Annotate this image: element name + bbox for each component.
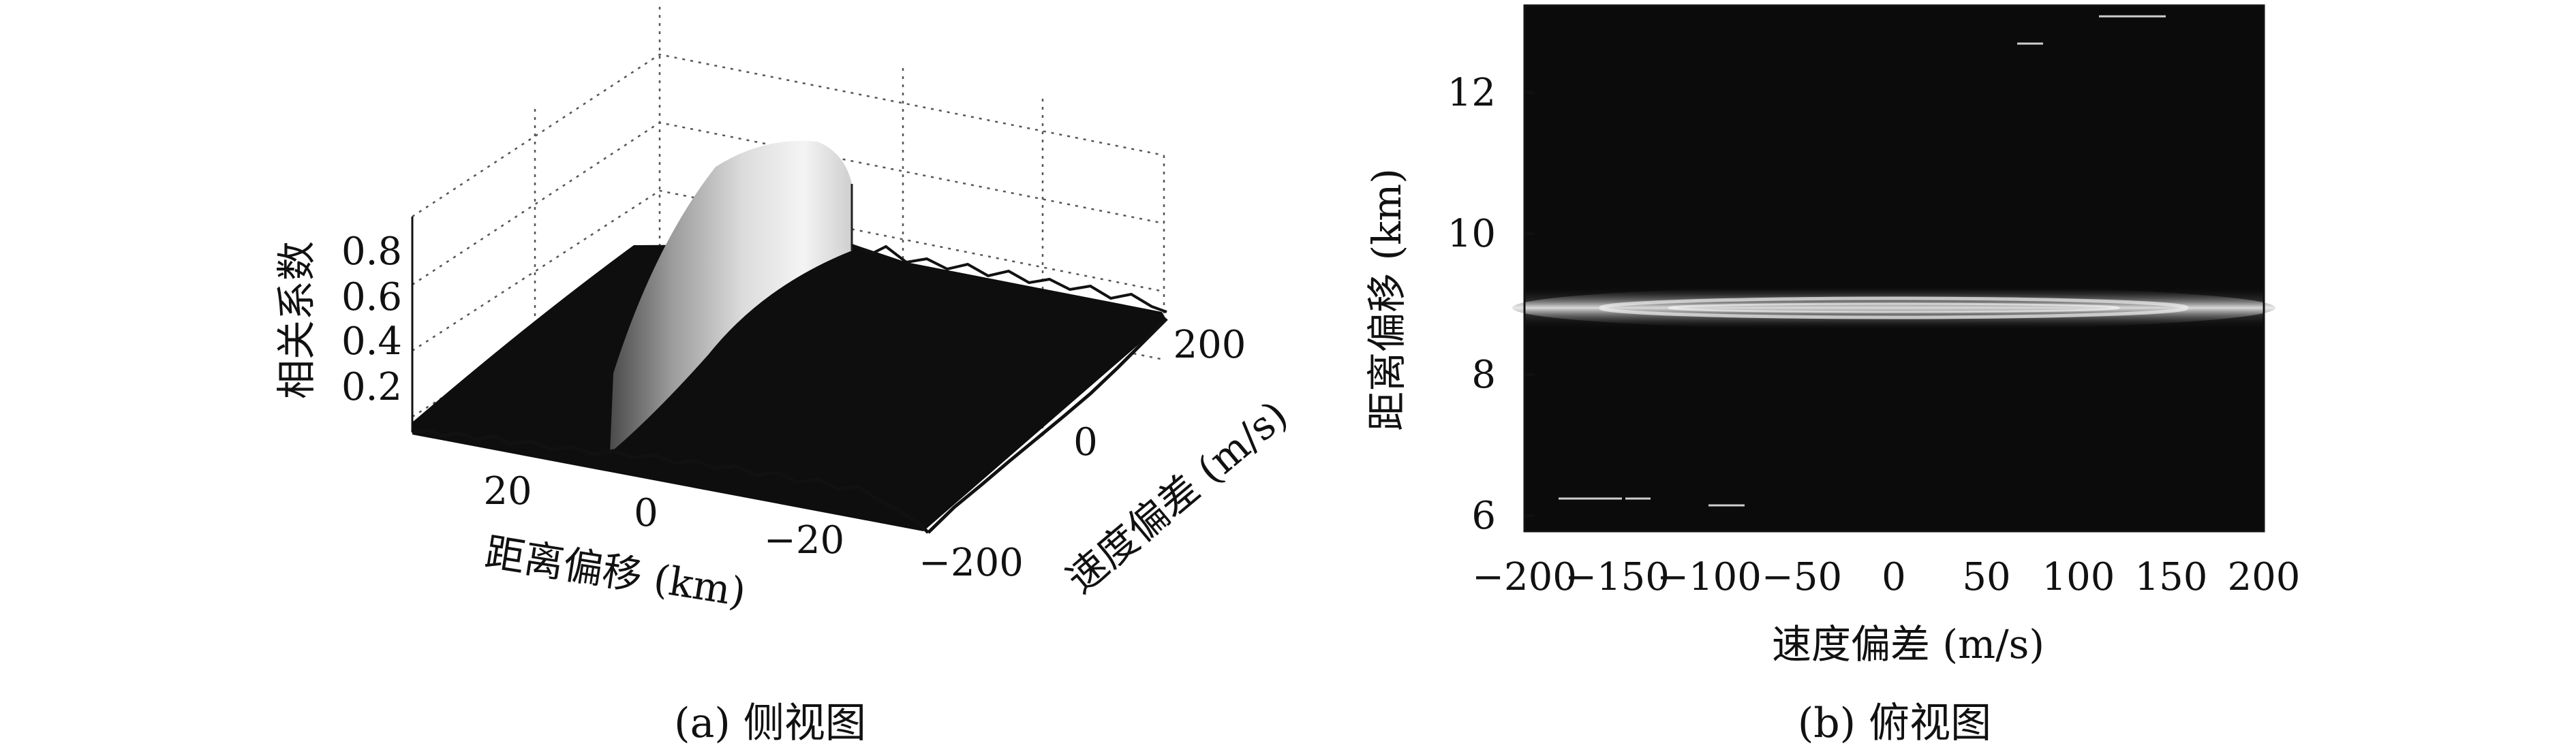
surface-base	[412, 244, 1167, 531]
surface-peak	[610, 140, 852, 453]
z-tick: 0.6	[341, 275, 402, 319]
x-tick: −20	[764, 518, 844, 563]
heatmap-x-tick: −50	[1762, 555, 1842, 599]
z-axis-label: 相关系数	[273, 241, 320, 399]
heatmap-x-label: 速度偏差 (m/s)	[1772, 621, 2044, 667]
z-tick: 0.4	[341, 319, 402, 364]
x-axis-label: 距离偏移 (km)	[482, 529, 749, 616]
heatmap-x-ticks: −200 −150 −100 −50 0 50 100 150 200	[1472, 555, 2300, 599]
heatmap-y-tick: 8	[1471, 353, 1496, 397]
y-axis-ticks: 200 0 −200	[919, 323, 1246, 585]
surface-noise-top	[851, 244, 1167, 313]
heatmap-y-tick: 12	[1447, 71, 1496, 115]
heatmap-x-tick: 0	[1882, 555, 1906, 599]
heatmap-y-ticks: 6 8 10 12	[1447, 71, 1535, 538]
heatmap-x-tick: 200	[2228, 555, 2301, 599]
z-tick: 0.8	[341, 230, 402, 274]
heatmap-x-tick: 150	[2135, 555, 2208, 599]
heatmap-x-tick: −150	[1565, 555, 1670, 599]
surface-chart: 0.8 0.6 0.4 0.2 相关系数 20 0 −20 距离偏移 (km) …	[273, 7, 1296, 747]
z-tick: 0.2	[341, 365, 402, 409]
heatmap-artifacts	[1559, 15, 2166, 507]
heatmap-y-label: 距离偏移 (km)	[1364, 168, 1410, 431]
plot-area	[1524, 5, 2264, 531]
caption-b: (b) 俯视图	[1798, 699, 1991, 747]
y-tick: −200	[919, 541, 1024, 585]
x-tick: 0	[634, 491, 658, 535]
heatmap-x-tick: −100	[1657, 555, 1762, 599]
surface-edge-front	[412, 428, 930, 534]
caption-a: (a) 侧视图	[674, 699, 866, 747]
heatmap-y-tick: 10	[1447, 212, 1496, 256]
x-tick: 20	[483, 469, 532, 514]
heatmap-x-tick: 50	[1962, 555, 2010, 599]
heatmap-x-tick: −200	[1472, 555, 1577, 599]
heatmap-chart: 6 8 10 12 距离偏移 (km) −200 −150 −100 −50 0…	[1364, 4, 2300, 747]
heatmap-x-tick: 100	[2042, 555, 2115, 599]
z-axis-ticks: 0.8 0.6 0.4 0.2	[341, 230, 402, 409]
heatmap-y-tick: 6	[1471, 494, 1496, 538]
y-tick: 0	[1073, 420, 1098, 464]
x-axis-ticks: 20 0 −20	[483, 469, 844, 563]
grid-3d	[411, 7, 1165, 450]
y-tick: 200	[1174, 323, 1246, 367]
surface-edge-right	[927, 317, 1168, 534]
